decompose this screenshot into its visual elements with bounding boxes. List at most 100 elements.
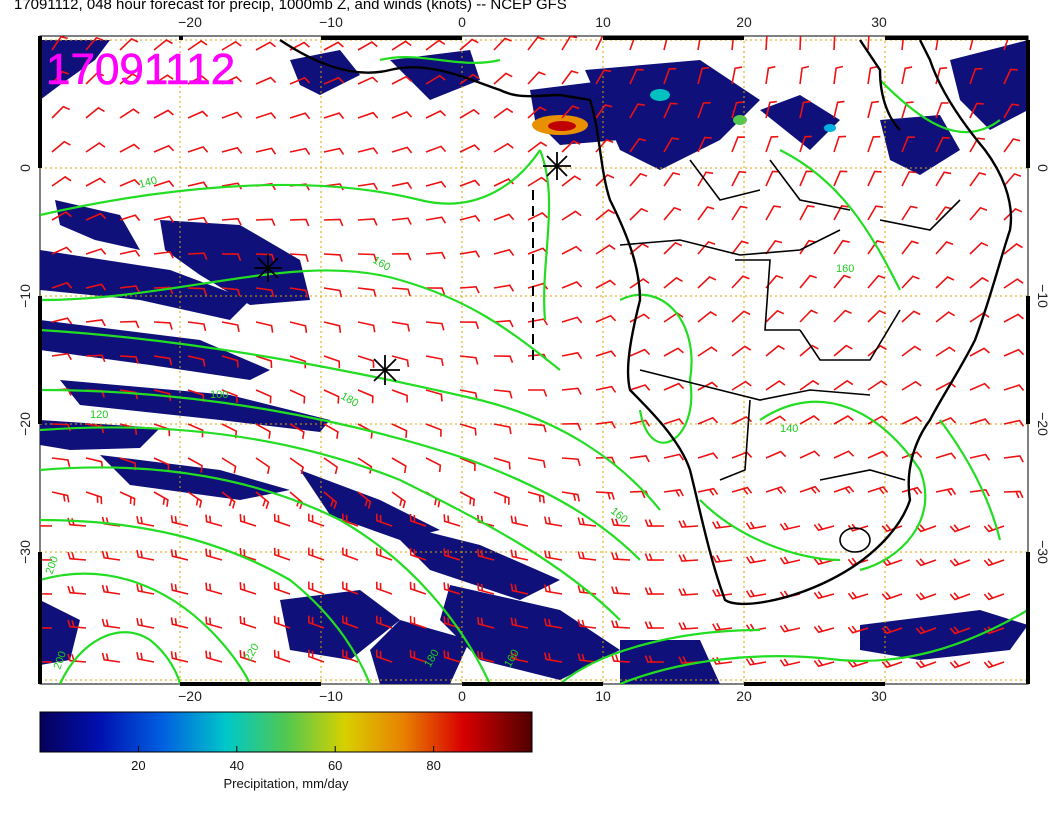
wind-barb [239,582,257,595]
wind-barb [391,321,410,332]
wind-barb [255,287,275,298]
wind-barb [342,615,359,629]
wind-barb [833,450,855,459]
wind-barb [935,346,956,357]
wind-barb [443,514,461,527]
wind-barb [119,178,141,187]
wind-barb [425,423,442,437]
wind-barb [935,102,949,119]
wind-barb [697,66,710,85]
wind-barb [205,582,223,595]
colorbar-ticks: 20 40 60 80 [131,746,441,773]
wind-barb [239,514,257,527]
wind-barb [459,108,480,119]
wind-barb [187,491,203,508]
wind-barb [221,217,242,226]
wind-barb [799,65,810,85]
wind-barb [51,211,72,221]
wind-barb [101,618,121,629]
contour-label: 140 [138,175,159,191]
wind-barb [170,515,189,527]
wind-barb [51,105,71,119]
lon-tick-label: 10 [595,14,611,30]
wind-barb [799,239,816,255]
wind-barb [915,660,937,669]
wind-barb [170,549,189,561]
wind-barb [765,239,783,255]
wind-barb [765,274,784,289]
wind-barb [528,389,548,397]
wind-barb [799,135,812,153]
wind-barb [136,549,155,561]
wind-barb [119,355,139,364]
wind-barb [561,175,582,187]
wind-barb [409,649,427,663]
wind-barb [85,354,106,363]
wind-barb [561,316,583,324]
wind-barb [765,36,768,51]
wind-barb [323,389,340,404]
wind-barb [527,423,547,433]
wind-barb [833,170,848,187]
wind-barb [561,281,583,289]
lat-tick-label: −30 [1035,540,1051,564]
wind-barb [119,143,140,153]
wind-barb [1003,455,1024,463]
wind-barb [67,619,87,629]
wind-barb [663,67,677,85]
map-plot-area: 140 160 180 160 160 140 120 100 200 220 … [40,36,1028,684]
wind-barb [187,457,203,473]
wind-barb [813,625,835,634]
wind-barb [153,74,174,85]
wind-barb [833,485,855,494]
wind-barb [187,423,204,438]
wind-barb [67,585,87,595]
wind-barb [561,351,583,360]
high-marker [370,355,400,385]
wind-barb [153,180,175,188]
wind-barb [799,379,820,391]
contour-label: 200 [52,650,70,671]
wind-barb [731,415,753,425]
wind-barb [255,253,275,262]
wind-barb [459,389,478,401]
low-marker-1 [543,152,571,180]
wind-barb [510,549,529,561]
wind-barb [323,253,343,262]
frame-ticks [38,36,1030,686]
lat-tick-label: −20 [1035,412,1051,436]
wind-barb [867,205,884,221]
wind-barb [170,617,189,629]
wind-barb [375,615,393,629]
wind-barb [187,145,209,153]
wind-barb [901,170,917,187]
wind-barb [85,71,105,85]
wind-barb [969,382,991,391]
lon-tick-label: −10 [319,14,343,30]
wind-barb [949,592,971,601]
wind-barb [477,650,495,663]
wind-barb [289,423,305,440]
wind-barb [799,309,818,323]
wind-barb [409,547,427,561]
wind-barb [255,147,277,155]
wind-barb [561,105,580,119]
wind-barb [969,241,989,255]
wind-barb [799,450,821,459]
wind-barb [357,253,378,262]
wind-barb [629,455,650,463]
wind-barb [983,524,1005,533]
wind-barb [595,244,616,255]
wind-barb [969,418,991,426]
wind-barb [595,385,617,393]
wind-barb [323,457,339,475]
wind-barb [731,275,750,289]
wind-barb [51,246,73,255]
wind-barb [205,616,223,629]
wind-barb [493,457,511,470]
wind-barb [663,102,678,119]
wind-barb [595,69,612,85]
contour-labels: 140 160 180 160 160 140 120 100 200 220 … [44,175,855,671]
wind-barb [527,457,546,468]
graticule [40,36,1028,684]
